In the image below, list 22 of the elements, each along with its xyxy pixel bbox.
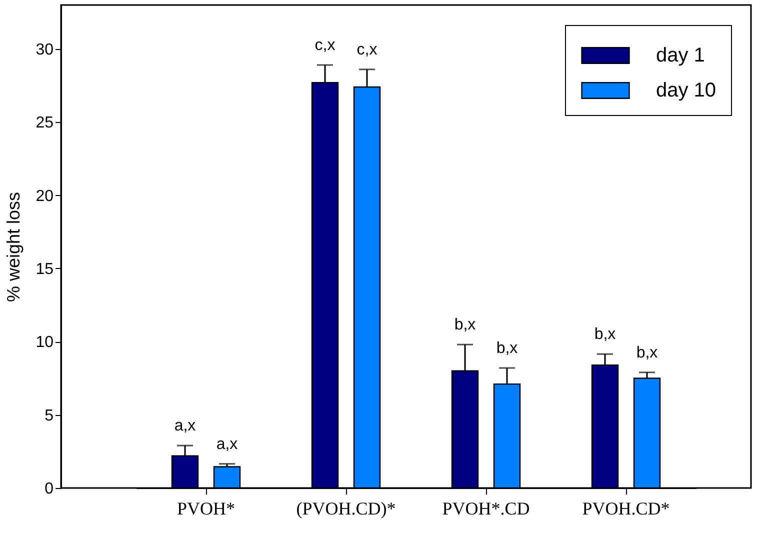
x-tick-label: PVOH.CD*	[582, 498, 670, 518]
x-tick-label: (PVOH.CD)*	[296, 498, 396, 518]
legend-label: day 10	[656, 80, 716, 102]
y-tick-label: 15	[36, 260, 54, 278]
y-tick-label: 30	[36, 41, 54, 58]
data-label: a,x	[216, 436, 238, 453]
y-tick-label: 25	[36, 114, 54, 132]
data-label: c,x	[314, 37, 336, 54]
y-axis-title: % weight loss	[4, 192, 24, 302]
y-tick-label: 5	[44, 407, 54, 424]
x-tick-label: PVOH*	[176, 498, 236, 518]
y-tick-label: 20	[36, 188, 54, 205]
x-tick-label: PVOH*.CD	[442, 498, 530, 518]
data-label: b,x	[636, 344, 658, 362]
data-label: b,x	[496, 340, 518, 357]
data-label: b,x	[594, 326, 616, 344]
legend-label: day 1	[656, 44, 705, 66]
y-tick-label: 10	[36, 334, 54, 352]
y-tick-label: 0	[44, 480, 54, 498]
data-label: b,x	[454, 316, 476, 334]
data-label: c,x	[356, 41, 378, 58]
data-label: a,x	[174, 418, 196, 435]
